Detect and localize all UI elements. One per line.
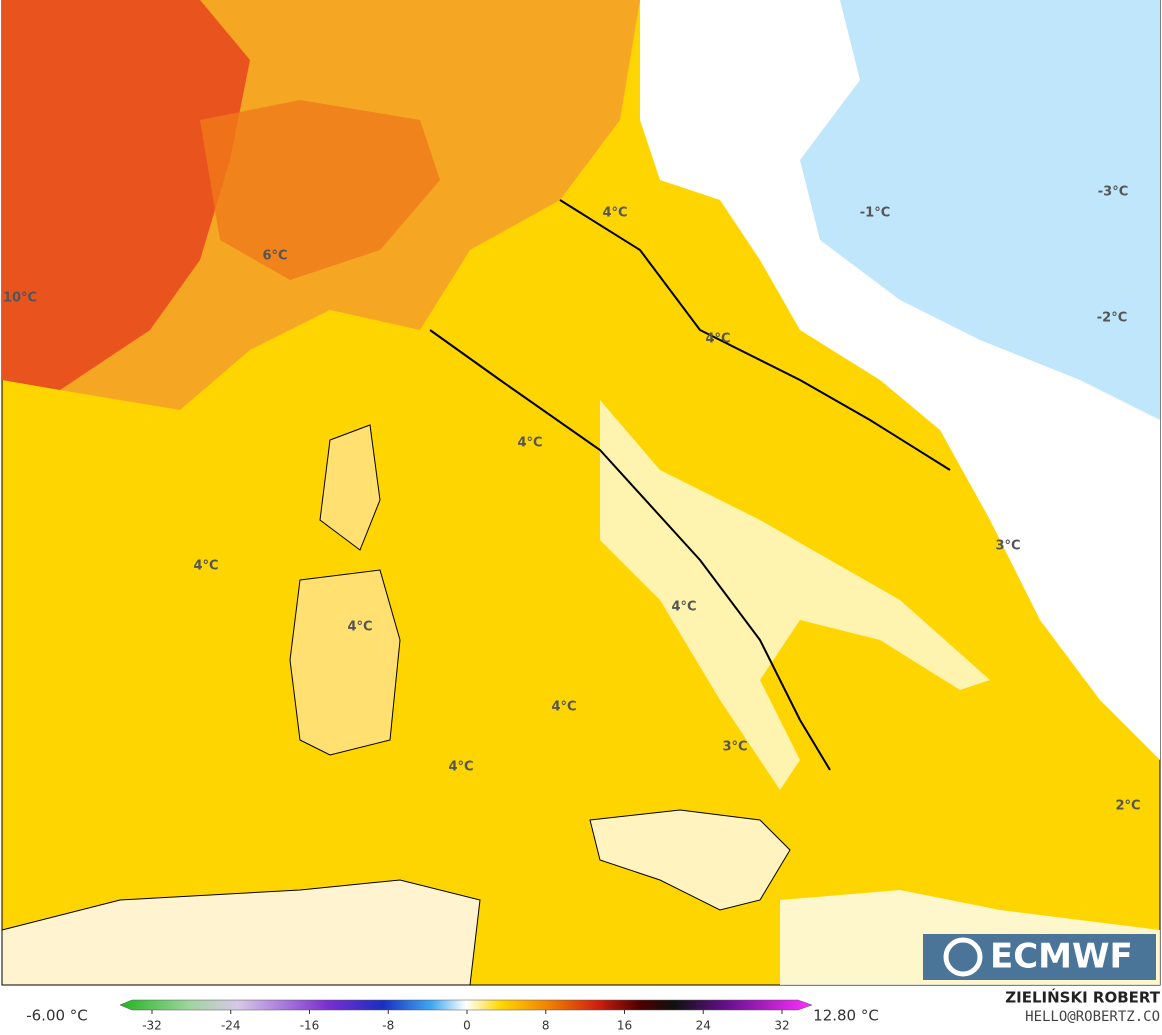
colorbar: -6.00 °C 12.80 °C -32 -24 -16 -8 0 8 16 24 32 <box>26 999 879 1033</box>
land-sardinia <box>289 569 401 756</box>
colorbar-tick-label: -16 <box>300 1019 320 1033</box>
cold-area <box>800 0 1160 420</box>
colorbar-tick-label: -24 <box>221 1019 241 1033</box>
colorbar-tick-label: -8 <box>382 1019 394 1033</box>
temp-label: 4°C <box>602 206 627 221</box>
map <box>1 0 1161 986</box>
colorbar-tick-label: 0 <box>463 1019 471 1033</box>
colorbar-tick-label: 8 <box>542 1019 550 1033</box>
colorbar-tick-label: 16 <box>617 1019 632 1033</box>
land-alps <box>200 100 440 280</box>
land-sicily <box>589 809 791 911</box>
colorbar-tick-label: 32 <box>774 1019 789 1033</box>
land-south-italy <box>600 400 990 790</box>
temp-label: 3°C <box>995 539 1020 554</box>
temp-label: -1°C <box>860 206 890 221</box>
logo-icon <box>943 937 983 977</box>
temp-label: 6°C <box>262 249 287 264</box>
logo-text: ECMWF <box>990 937 1133 977</box>
credit-contact: HELLO@ROBERTZ.CO <box>1025 1009 1160 1025</box>
temp-label: 4°C <box>517 436 542 451</box>
land-france <box>2 0 250 390</box>
credit-author: ZIELIŃSKI ROBERT <box>1005 988 1160 1007</box>
colorbar-bar <box>119 999 813 1011</box>
coastline <box>429 199 951 771</box>
land-africa <box>1 879 481 986</box>
temp-label: 2°C <box>1115 799 1140 814</box>
temp-label: 10°C <box>3 291 37 306</box>
colorbar-tick-label: 24 <box>696 1019 711 1033</box>
temp-label: 4°C <box>705 332 730 347</box>
temperature-labels: 10°C 6°C 4°C -1°C -3°C 4°C -2°C 4°C 4°C … <box>3 185 1141 814</box>
colorbar-min: -6.00 °C <box>26 1007 88 1025</box>
temp-label: 4°C <box>347 620 372 635</box>
temp-label: -2°C <box>1097 311 1127 326</box>
logo: ECMWF <box>923 934 1156 980</box>
temp-label: -3°C <box>1098 185 1128 200</box>
temp-label: 4°C <box>448 760 473 775</box>
land-corsica <box>319 424 381 551</box>
colorbar-tick-label: -32 <box>142 1019 162 1033</box>
temp-label: 4°C <box>671 600 696 615</box>
temp-label: 4°C <box>193 559 218 574</box>
temp-label: 4°C <box>551 700 576 715</box>
temp-label: 3°C <box>722 740 747 755</box>
colorbar-max: 12.80 °C <box>813 1007 879 1025</box>
